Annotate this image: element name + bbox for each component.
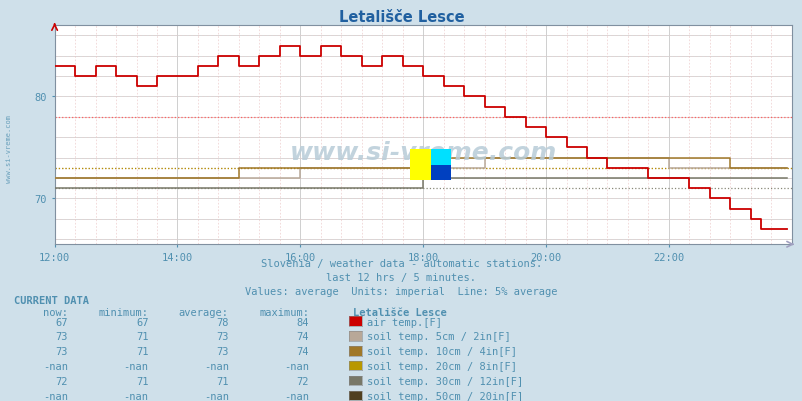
Text: 73: 73	[55, 332, 68, 342]
Text: 71: 71	[136, 346, 148, 356]
Text: soil temp. 5cm / 2in[F]: soil temp. 5cm / 2in[F]	[367, 332, 510, 342]
Text: 71: 71	[136, 376, 148, 386]
Text: 73: 73	[216, 346, 229, 356]
Text: -nan: -nan	[204, 391, 229, 401]
Bar	[431, 150, 451, 165]
Text: now:: now:	[43, 307, 68, 317]
Text: 71: 71	[136, 332, 148, 342]
Text: 74: 74	[296, 332, 309, 342]
Text: -nan: -nan	[204, 361, 229, 371]
Text: 72: 72	[296, 376, 309, 386]
Text: Slovenia / weather data - automatic stations.: Slovenia / weather data - automatic stat…	[261, 259, 541, 269]
Text: Values: average  Units: imperial  Line: 5% average: Values: average Units: imperial Line: 5%…	[245, 287, 557, 297]
Bar	[431, 165, 451, 180]
Text: average:: average:	[179, 307, 229, 317]
Text: Letališče Lesce: Letališče Lesce	[338, 10, 464, 25]
Text: soil temp. 20cm / 8in[F]: soil temp. 20cm / 8in[F]	[367, 361, 516, 371]
Text: 73: 73	[55, 346, 68, 356]
Text: minimum:: minimum:	[99, 307, 148, 317]
Text: www.si-vreme.com: www.si-vreme.com	[6, 114, 12, 182]
Text: 67: 67	[55, 317, 68, 327]
Text: Letališče Lesce: Letališče Lesce	[353, 307, 447, 317]
Text: maximum:: maximum:	[259, 307, 309, 317]
Text: last 12 hrs / 5 minutes.: last 12 hrs / 5 minutes.	[326, 273, 476, 283]
Text: 72: 72	[55, 376, 68, 386]
Text: 71: 71	[216, 376, 229, 386]
Text: -nan: -nan	[284, 361, 309, 371]
Text: 67: 67	[136, 317, 148, 327]
Text: 74: 74	[296, 346, 309, 356]
Text: 84: 84	[296, 317, 309, 327]
Text: -nan: -nan	[124, 361, 148, 371]
Text: soil temp. 10cm / 4in[F]: soil temp. 10cm / 4in[F]	[367, 346, 516, 356]
Text: CURRENT DATA: CURRENT DATA	[14, 295, 89, 305]
Bar	[410, 150, 431, 180]
Text: www.si-vreme.com: www.si-vreme.com	[290, 141, 556, 165]
Text: 73: 73	[216, 332, 229, 342]
Text: -nan: -nan	[43, 391, 68, 401]
Text: soil temp. 50cm / 20in[F]: soil temp. 50cm / 20in[F]	[367, 391, 523, 401]
Text: 78: 78	[216, 317, 229, 327]
Text: -nan: -nan	[43, 361, 68, 371]
Text: soil temp. 30cm / 12in[F]: soil temp. 30cm / 12in[F]	[367, 376, 523, 386]
Text: -nan: -nan	[284, 391, 309, 401]
Text: -nan: -nan	[124, 391, 148, 401]
Text: air temp.[F]: air temp.[F]	[367, 317, 441, 327]
